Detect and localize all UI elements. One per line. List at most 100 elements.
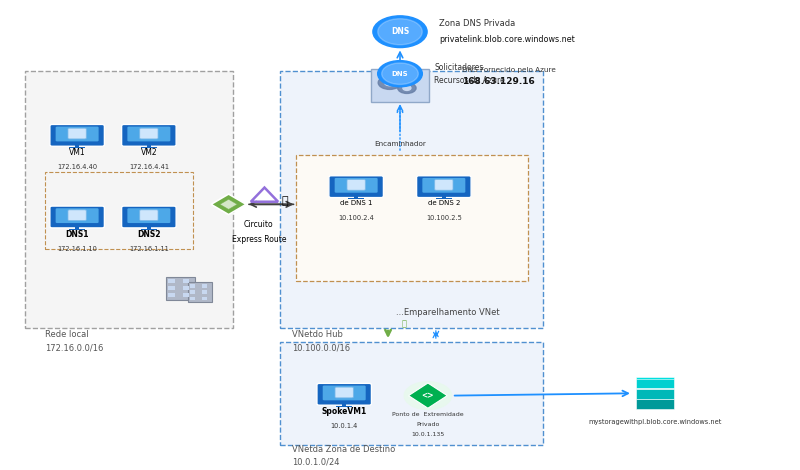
Bar <box>182 293 189 297</box>
Text: 10.100.0.0/16: 10.100.0.0/16 <box>292 344 350 352</box>
Bar <box>182 280 189 283</box>
Text: 10.0.1.0/24: 10.0.1.0/24 <box>292 457 340 466</box>
Text: ...Emparelhamento VNet: ...Emparelhamento VNet <box>396 308 500 317</box>
Text: VM1: VM1 <box>69 149 86 157</box>
FancyBboxPatch shape <box>140 128 158 139</box>
Text: Zona DNS Privada: Zona DNS Privada <box>439 19 515 28</box>
Text: mystoragewithpl.blob.core.windows.net: mystoragewithpl.blob.core.windows.net <box>589 419 722 425</box>
Bar <box>146 145 151 147</box>
Text: DNS: DNS <box>391 27 409 36</box>
Text: 🔒: 🔒 <box>281 196 288 206</box>
Bar <box>336 406 352 407</box>
FancyBboxPatch shape <box>322 385 366 400</box>
FancyBboxPatch shape <box>296 156 527 282</box>
Polygon shape <box>211 194 246 215</box>
Text: Encaminhador: Encaminhador <box>374 141 426 147</box>
Text: DNS: DNS <box>392 70 408 77</box>
Text: SpokeVM1: SpokeVM1 <box>322 407 367 416</box>
Circle shape <box>373 16 427 47</box>
Text: Rede local: Rede local <box>46 330 89 339</box>
Bar <box>348 198 364 199</box>
Bar <box>436 198 452 199</box>
FancyBboxPatch shape <box>68 128 86 139</box>
Polygon shape <box>220 199 238 210</box>
FancyBboxPatch shape <box>140 210 158 220</box>
Bar <box>202 290 207 294</box>
Text: 168.63.129.16: 168.63.129.16 <box>462 77 535 86</box>
Bar <box>342 404 346 406</box>
FancyBboxPatch shape <box>636 400 674 409</box>
Text: VNetda Zona de Destino: VNetda Zona de Destino <box>292 445 396 454</box>
FancyBboxPatch shape <box>68 210 86 220</box>
Text: Express Route: Express Route <box>232 235 286 243</box>
Text: VM2: VM2 <box>141 149 157 157</box>
Bar <box>69 147 85 148</box>
Text: Circuito: Circuito <box>244 220 274 229</box>
FancyBboxPatch shape <box>127 208 170 223</box>
Circle shape <box>382 63 418 85</box>
Circle shape <box>378 76 401 89</box>
Text: de DNS 2: de DNS 2 <box>428 200 460 206</box>
Text: DNS Fornecido pelo Azure: DNS Fornecido pelo Azure <box>462 67 556 73</box>
Circle shape <box>378 19 422 45</box>
FancyBboxPatch shape <box>281 342 543 445</box>
FancyBboxPatch shape <box>317 384 371 405</box>
Bar <box>190 290 195 294</box>
Bar <box>354 196 358 198</box>
Text: 172.16.4.41: 172.16.4.41 <box>129 164 169 170</box>
FancyBboxPatch shape <box>281 71 543 328</box>
Text: Ponto de  Extremidade: Ponto de Extremidade <box>392 412 464 417</box>
FancyBboxPatch shape <box>122 125 176 146</box>
Bar <box>146 227 151 229</box>
Bar <box>202 297 207 300</box>
FancyBboxPatch shape <box>371 69 429 102</box>
Circle shape <box>398 83 416 94</box>
Circle shape <box>404 382 451 409</box>
Bar <box>75 227 79 229</box>
FancyBboxPatch shape <box>347 180 366 190</box>
Bar <box>169 293 174 297</box>
Text: 10.0.1.4: 10.0.1.4 <box>330 423 358 429</box>
FancyBboxPatch shape <box>56 126 98 141</box>
FancyBboxPatch shape <box>636 389 674 399</box>
Text: de DNS 1: de DNS 1 <box>340 200 373 206</box>
Circle shape <box>378 61 422 87</box>
Bar <box>442 196 446 198</box>
FancyBboxPatch shape <box>636 378 674 388</box>
Text: Solicitadores: Solicitadores <box>434 63 484 71</box>
FancyBboxPatch shape <box>422 178 466 193</box>
FancyBboxPatch shape <box>636 377 674 379</box>
Bar <box>188 282 212 302</box>
Bar <box>169 280 174 283</box>
Text: VNetdo Hub: VNetdo Hub <box>292 330 343 339</box>
Bar <box>182 287 189 290</box>
Text: privatelink.blob.core.windows.net: privatelink.blob.core.windows.net <box>439 35 575 44</box>
Circle shape <box>385 79 395 86</box>
Bar <box>69 229 85 230</box>
FancyBboxPatch shape <box>127 126 170 141</box>
Text: 172.16.1.11: 172.16.1.11 <box>129 246 169 252</box>
Text: Recursos do Azure: Recursos do Azure <box>434 76 505 85</box>
Bar <box>141 147 157 148</box>
Text: 172.16.1.10: 172.16.1.10 <box>57 246 97 252</box>
FancyBboxPatch shape <box>50 206 104 228</box>
FancyBboxPatch shape <box>417 176 471 197</box>
FancyBboxPatch shape <box>26 71 233 328</box>
FancyBboxPatch shape <box>434 180 453 190</box>
Text: 10.100.2.5: 10.100.2.5 <box>426 215 462 221</box>
Bar <box>169 287 174 290</box>
Text: Privado: Privado <box>416 422 439 427</box>
FancyBboxPatch shape <box>50 125 104 146</box>
FancyBboxPatch shape <box>334 178 378 193</box>
Bar <box>166 277 195 299</box>
Text: DNS1: DNS1 <box>66 230 89 239</box>
Text: DNS2: DNS2 <box>137 230 161 239</box>
Bar <box>141 229 157 230</box>
Text: 10.0.1.135: 10.0.1.135 <box>411 431 445 437</box>
Bar <box>202 284 207 288</box>
FancyBboxPatch shape <box>335 387 354 398</box>
Text: 172.16.0.0/16: 172.16.0.0/16 <box>46 344 104 352</box>
Bar <box>190 297 195 300</box>
FancyBboxPatch shape <box>329 176 383 197</box>
Text: 10.100.2.4: 10.100.2.4 <box>338 215 374 221</box>
